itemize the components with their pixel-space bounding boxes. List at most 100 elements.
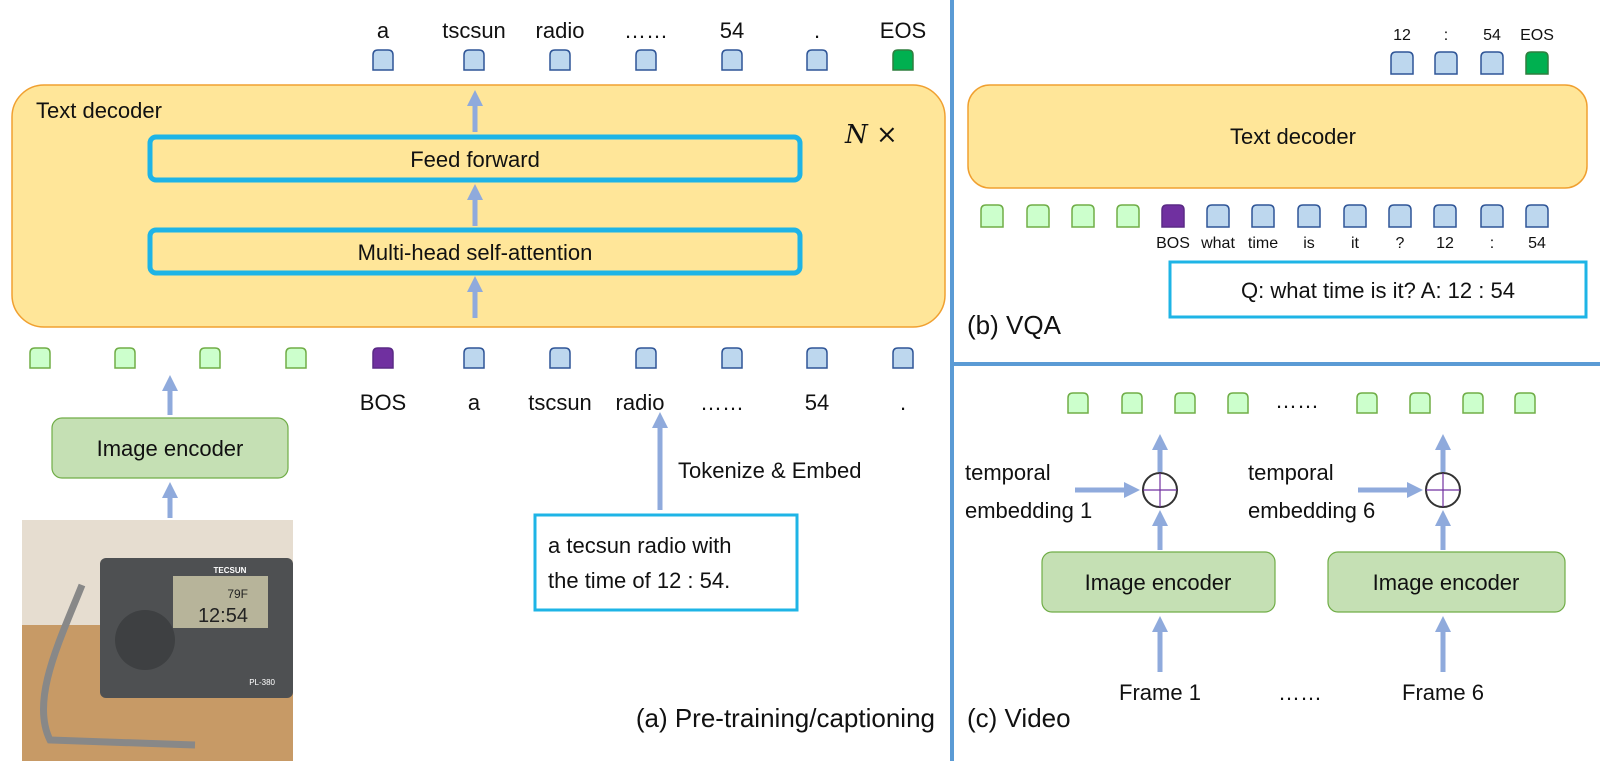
image-token [1174,392,1196,414]
image-token [1116,204,1140,228]
text-token [549,49,571,71]
image-encoder-label: Image encoder [97,436,244,461]
token-label: BOS [360,390,406,415]
text-token [892,347,914,369]
panel-a: Text decoder N × Feed forward Multi-head… [11,84,946,761]
image-encoder-6 [1327,551,1566,613]
temporal-embedding-1: temporal [965,460,1051,485]
qa-text: Q: what time is it? A: 12 : 54 [1241,278,1515,303]
token-label: ? [1396,235,1405,252]
text-token [635,347,657,369]
panel-b: Text decoder Q: what time is it? A: 12 :… [967,84,1588,340]
frame-ellipsis: …… [1278,680,1322,705]
token-ellipsis: …… [1275,388,1319,413]
add-icon [1425,472,1461,508]
token-label: 54 [1528,235,1546,252]
panel-c-title: (c) Video [967,703,1071,733]
image-encoder-6-label: Image encoder [1373,570,1520,595]
text-token [1206,204,1230,228]
text-token [463,49,485,71]
token-label: 12 [1436,235,1454,252]
token-label: : [1490,235,1494,252]
add-icon [1142,472,1178,508]
image-encoder-1-label: Image encoder [1085,570,1232,595]
caption-line-2: the time of 12 : 54. [548,568,730,593]
text-token [463,347,485,369]
image-token [1409,392,1431,414]
token-label: BOS [1156,235,1190,252]
temporal-embedding-6-num: embedding 6 [1248,498,1375,523]
token-label: . [900,390,906,415]
vqa-text-decoder-label: Text decoder [1230,124,1356,149]
image-token [1462,392,1484,414]
svg-text:79F: 79F [227,587,248,601]
eos-token [892,49,914,71]
text-token [549,347,571,369]
token-label: EOS [1520,27,1554,44]
tokenize-embed-label: Tokenize & Embed [678,458,861,483]
image-token [1227,392,1249,414]
eos-token [1525,51,1549,75]
token-label: a [377,18,390,43]
caption-line-1: a tecsun radio with [548,533,731,558]
image-encoder-1 [1041,551,1276,613]
radio-photo: TECSUN 79F 12:54 PL-380 [22,520,293,761]
bos-token [372,347,394,369]
image-token [1071,204,1095,228]
token-label: what [1200,235,1235,252]
image-token [199,347,221,369]
image-token [1026,204,1050,228]
text-token [806,49,828,71]
token-label: it [1351,235,1360,252]
video-arrows [1075,433,1452,672]
text-token [1480,51,1504,75]
feed-forward-layer [147,134,803,183]
text-token [721,49,743,71]
token-label: : [1444,27,1448,44]
image-encoder-block [51,417,289,479]
token-label: a [468,390,481,415]
qa-box [1168,260,1588,319]
text-token [635,49,657,71]
token-label: …… [700,390,744,415]
image-token [1067,392,1089,414]
text-token [721,347,743,369]
image-token [29,347,51,369]
image-token [114,347,136,369]
panel-b-title: (b) VQA [967,310,1062,340]
temporal-embedding-1-num: embedding 1 [965,498,1092,523]
token-label: EOS [880,18,926,43]
self-attention-label: Multi-head self-attention [358,240,593,265]
text-token [1343,204,1367,228]
text-token [1433,204,1457,228]
text-token [1480,204,1504,228]
frame-1-label: Frame 1 [1119,680,1201,705]
image-token [1121,392,1143,414]
text-token [1390,51,1414,75]
frame-6-label: Frame 6 [1402,680,1484,705]
decoder-arrows [161,89,669,518]
caption-box [533,513,799,612]
svg-text:PL-380: PL-380 [249,678,275,687]
feed-forward-label: Feed forward [410,147,540,172]
token-label: radio [536,18,585,43]
panel-c: …… temporal embedding 1 temporal embeddi… [965,388,1566,733]
text-token [1251,204,1275,228]
repeat-label: N × [844,120,898,150]
token-label: 54 [1483,27,1501,44]
vqa-text-decoder-block [967,84,1588,189]
text-token [1297,204,1321,228]
token-label: is [1303,235,1315,252]
token-label: radio [616,390,665,415]
text-token [372,49,394,71]
token-label: tscsun [528,390,592,415]
text-decoder-label: Text decoder [36,98,162,123]
tokens-layer: a tscsun radio …… 54. EOS BOS a tscsun radio …… 54.… [29,18,1554,415]
token-label: 12 [1393,27,1411,44]
text-token [1525,204,1549,228]
temporal-embedding-6: temporal [1248,460,1334,485]
text-token [1388,204,1412,228]
image-token [1514,392,1536,414]
token-label: 54 [805,390,829,415]
